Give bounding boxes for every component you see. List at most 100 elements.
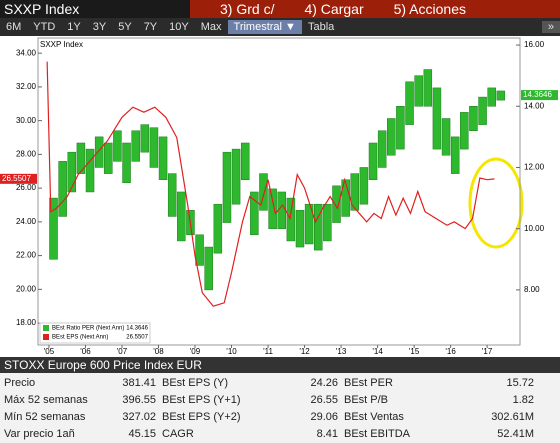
menu-button[interactable]: 3) Grd c/: [220, 1, 275, 17]
cell-value: 26.55: [310, 394, 338, 406]
y2-tick-label: 8.00: [524, 285, 540, 294]
cell-value: 381.41: [122, 377, 156, 389]
x-tick-label: '10: [226, 347, 237, 356]
range-button[interactable]: 3Y: [92, 21, 107, 33]
legend: BEst Ratio PER (Next Ann) 14.3646 BEst EPS…: [39, 322, 151, 344]
y-tick-label: 20.00: [16, 284, 37, 293]
value-tag-label: 26.5507: [2, 174, 31, 183]
x-tick-label: '07: [117, 347, 128, 356]
y-tick-label: 24.00: [16, 217, 37, 226]
range-button[interactable]: 1Y: [67, 21, 81, 33]
x-tick-label: '05: [44, 347, 55, 356]
range-bar: [359, 167, 369, 205]
range-bar: [177, 191, 186, 242]
range-button[interactable]: 6M: [6, 21, 22, 33]
x-tick-label: '16: [445, 347, 456, 356]
view-button[interactable]: Tabla: [307, 21, 335, 33]
range-bar: [94, 136, 104, 168]
value-tag: [521, 90, 558, 101]
range-button[interactable]: 5Y: [118, 21, 132, 33]
summary-title: STOXX Europe 600 Price Index EUR: [0, 357, 560, 373]
cell-value: 45.15: [128, 428, 156, 440]
range-bar: [67, 151, 77, 193]
cell-label: BEst P/B: [344, 394, 389, 406]
x-tick-label: '13: [336, 347, 347, 356]
range-bar: [432, 87, 442, 150]
cell-value: 24.26: [310, 377, 338, 389]
range-bar: [323, 203, 332, 242]
x-tick-label: '14: [372, 347, 383, 356]
range-bar: [58, 161, 67, 217]
range-bar: [396, 106, 405, 150]
range-bar: [49, 197, 58, 260]
range-bar: [131, 130, 140, 162]
range-bar: [368, 142, 378, 180]
cell-value: 302.61M: [491, 411, 534, 423]
cell-label: CAGR: [162, 428, 194, 440]
y2-tick-label: 10.00: [524, 224, 545, 233]
range-bar: [350, 173, 360, 211]
value-tag-label: 14.3646: [523, 90, 552, 99]
x-tick-label: '11: [263, 347, 273, 356]
cell-value: 1.82: [512, 394, 534, 406]
y2-tick-label: 14.00: [524, 101, 545, 110]
range-bar: [149, 127, 159, 168]
y-tick-label: 32.00: [16, 82, 37, 91]
range-bar: [478, 96, 487, 125]
cell-label: Precio: [4, 377, 36, 389]
range-bar: [167, 173, 177, 217]
range-bar: [113, 130, 122, 162]
cell-label: Máx 52 semanas: [4, 394, 88, 406]
range-bar: [377, 130, 387, 168]
value-tag: [0, 173, 37, 184]
range-bar: [140, 124, 150, 153]
range-bar: [195, 234, 204, 266]
ticker-title: SXXP Index: [0, 0, 190, 18]
cell-value: 29.06: [310, 411, 338, 423]
cell-label: Mín 52 semanas: [4, 411, 86, 423]
y2-tick-label: 12.00: [524, 163, 545, 172]
cell-value: 15.72: [506, 377, 534, 389]
range-bar: [204, 246, 213, 291]
range-button[interactable]: 7Y: [143, 21, 158, 33]
range-bar: [222, 151, 232, 223]
legend-box: [39, 322, 151, 344]
y-tick-label: 34.00: [16, 48, 37, 57]
range-bar: [250, 191, 259, 236]
range-bar: [460, 112, 469, 150]
summary-panel: STOXX Europe 600 Price Index EUR Precio 3…: [0, 357, 560, 443]
range-bar: [122, 142, 131, 184]
range-bar: [85, 148, 95, 193]
range-bar: [259, 173, 268, 211]
range-bar: [268, 188, 277, 229]
header: SXXP Index 3) Grd c/ 4) Cargar 5) Accion…: [0, 0, 560, 18]
cell-value: 8.41: [316, 428, 338, 440]
legend-label: BEst EPS (Next Ann): [52, 335, 108, 341]
range-button[interactable]: 10Y: [169, 21, 189, 33]
cell-label: BEst Ventas: [344, 411, 404, 423]
period-dropdown[interactable]: Trimestral ▼: [227, 20, 302, 34]
range-bar: [76, 142, 86, 174]
x-tick-label: '12: [299, 347, 310, 356]
x-tick-label: '06: [80, 347, 91, 356]
range-bar: [231, 148, 241, 205]
range-bar: [423, 69, 433, 107]
range-bar: [450, 136, 460, 174]
range-button[interactable]: Max: [200, 21, 222, 33]
legend-swatch: [43, 334, 49, 340]
cell-value: 396.55: [122, 394, 156, 406]
x-tick-label: '08: [153, 347, 164, 356]
more-button[interactable]: »: [541, 21, 560, 33]
range-bar: [304, 203, 314, 245]
range-bar: [104, 142, 113, 174]
range-bar: [240, 142, 250, 180]
cell-value: 327.02: [122, 411, 156, 423]
range-bar: [286, 197, 296, 242]
range-bar: [469, 106, 478, 131]
menu-button[interactable]: 5) Acciones: [393, 1, 466, 17]
range-bar: [158, 136, 168, 180]
cell-label: BEst PER: [344, 377, 393, 389]
range-button[interactable]: YTD: [33, 21, 56, 33]
menu-button[interactable]: 4) Cargar: [304, 1, 364, 17]
